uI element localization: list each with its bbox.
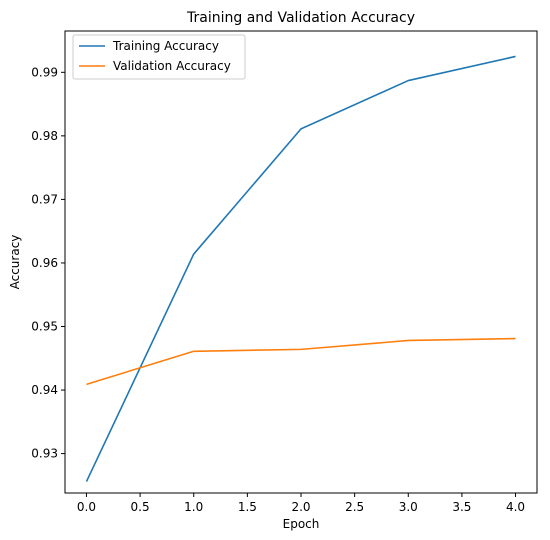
y-axis-label: Accuracy — [8, 235, 22, 290]
y-tick-label: 0.95 — [31, 320, 58, 334]
series-line-1 — [86, 337, 516, 386]
y-tick-label: 0.99 — [31, 65, 58, 79]
chart-title: Training and Validation Accuracy — [186, 10, 415, 26]
series-line-0 — [85, 55, 516, 482]
x-tick-label: 0.5 — [131, 500, 150, 514]
x-tick-label: 1.5 — [238, 500, 257, 514]
y-tick-label: 0.94 — [31, 383, 58, 397]
x-tick-label: 0.0 — [77, 500, 96, 514]
plot-frame — [64, 30, 538, 494]
y-tick-label: 0.98 — [31, 129, 58, 143]
legend-label-1: Validation Accuracy — [113, 59, 231, 73]
x-axis-label: Epoch — [283, 517, 320, 531]
x-tick-label: 3.5 — [452, 500, 471, 514]
x-tick-label: 2.0 — [291, 500, 310, 514]
x-tick-label: 1.0 — [184, 500, 203, 514]
legend-label-0: Training Accuracy — [112, 39, 219, 53]
y-tick-label: 0.93 — [31, 447, 58, 461]
x-tick-label: 3.0 — [399, 500, 418, 514]
x-tick-label: 2.5 — [345, 500, 364, 514]
legend-box — [72, 34, 246, 80]
y-tick-label: 0.96 — [31, 256, 58, 270]
plot-area: 0.0 0.5 1.0 1.5 2.0 2.5 3.0 3.5 4.0 0.93 0.94 0.95 0… — [31, 30, 538, 514]
y-tick-label: 0.97 — [31, 192, 58, 206]
x-tick-label: 4.0 — [506, 500, 525, 514]
